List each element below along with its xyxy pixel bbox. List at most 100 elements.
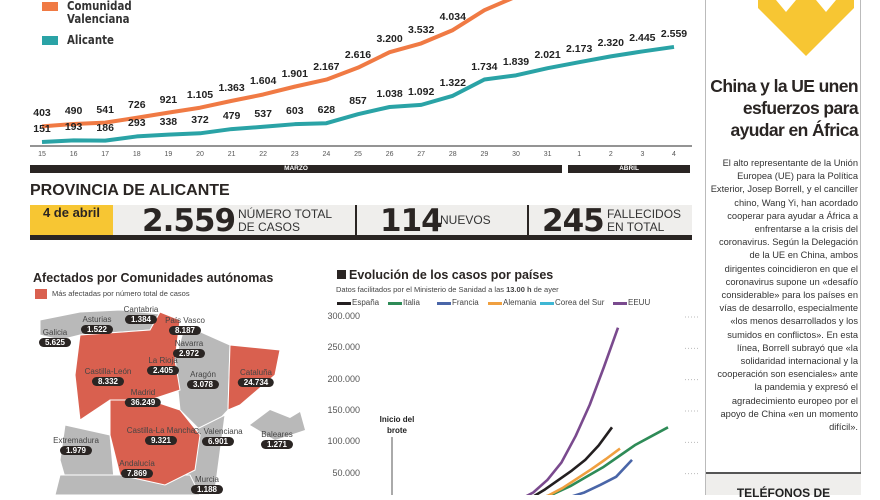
data-label: 628 xyxy=(317,104,336,117)
x-tick-label: 20 xyxy=(196,151,204,158)
legend-swatch-0 xyxy=(337,302,351,305)
x-tick-label: 16 xyxy=(69,151,78,158)
data-label: 372 xyxy=(191,114,209,127)
series-line-Italia xyxy=(546,426,669,495)
province-stats-bar: 4 de abril 2.559 NÚMERO TOTAL DE CASOS 1… xyxy=(30,203,692,240)
region-cataluna xyxy=(227,344,281,411)
region-value: 36.249 xyxy=(124,398,162,407)
y-tick-label: 200.000 xyxy=(327,373,360,384)
region-value: 8.332 xyxy=(91,377,125,386)
data-label: 4.034 xyxy=(439,11,466,24)
data-label: 2.616 xyxy=(344,48,372,61)
region-name: Castilla-León xyxy=(84,367,132,376)
countries-chart-title: Evolución de los casos por países xyxy=(337,268,553,282)
series-line-alicante xyxy=(41,44,675,145)
region-name: La Rioja xyxy=(148,356,178,365)
x-tick-label: 25 xyxy=(354,151,362,158)
data-label: 2.445 xyxy=(629,32,656,45)
data-label: 603 xyxy=(286,105,304,118)
data-label: 338 xyxy=(159,115,178,128)
legend-swatch-alicante xyxy=(42,36,58,45)
province-title: PROVINCIA DE ALICANTE xyxy=(30,182,230,199)
region-name: C. Valenciana xyxy=(193,427,243,436)
series-line-Alemania xyxy=(545,447,621,495)
region-value: 7.869 xyxy=(120,469,154,478)
region-value: 1.271 xyxy=(260,440,294,449)
data-label: 186 xyxy=(96,121,114,134)
region-value: 8.187 xyxy=(168,326,202,335)
region-value: 24.734 xyxy=(237,378,275,387)
arrow-down-icon xyxy=(758,0,854,56)
map-legend-swatch xyxy=(35,289,47,299)
x-tick-label: 31 xyxy=(543,151,552,158)
legend-label-valenciana: Comunidad Valenciana xyxy=(67,0,132,26)
region-value: 3.078 xyxy=(186,380,220,389)
divider xyxy=(527,205,529,235)
y-tick-label: 100.000 xyxy=(327,436,360,447)
data-label: 921 xyxy=(159,93,178,106)
subtitle-pre: Datos facilitados por el Ministerio de S… xyxy=(336,285,507,294)
x-tick-label: 24 xyxy=(322,151,331,158)
data-label: 1.092 xyxy=(408,85,435,98)
countries-chart-plot xyxy=(391,316,700,495)
region-name: Asturias xyxy=(82,315,112,324)
series-line-EEUU xyxy=(525,327,620,495)
legend-label-alicante: Alicante xyxy=(67,33,114,47)
legend-label: Corea del Sur xyxy=(555,298,605,307)
legend-label: España xyxy=(352,298,380,307)
region-name: Navarra xyxy=(174,339,204,348)
footer-box: TELÉFONOS DE xyxy=(706,472,861,500)
region-name: Murcia xyxy=(194,475,220,484)
region-name: Aragón xyxy=(190,370,216,379)
data-label: 2.021 xyxy=(534,49,561,62)
outbreak-annotation: Inicio del brote xyxy=(379,415,415,435)
data-label: 726 xyxy=(128,98,146,111)
legend-swatch-1 xyxy=(388,302,402,305)
map-title: Afectados por Comunidades autónomas xyxy=(33,271,274,285)
region-value: 1.188 xyxy=(190,485,224,494)
deaths-label: FALLECIDOS EN TOTAL xyxy=(607,207,682,234)
data-label: 4.784 xyxy=(471,0,497,3)
data-label: 2.559 xyxy=(660,27,688,40)
region-value: 9.321 xyxy=(144,436,178,445)
data-label: 2.320 xyxy=(597,37,624,50)
title-square-icon xyxy=(337,270,346,279)
x-tick-label: 15 xyxy=(38,151,46,158)
data-label: 2.167 xyxy=(313,60,340,73)
region-name: Andalucía xyxy=(119,459,155,468)
legend-swatch-valenciana xyxy=(42,2,58,11)
region-value: 2.972 xyxy=(172,349,206,358)
region-value: 6.901 xyxy=(201,437,235,446)
subtitle-bold: 13.00 h xyxy=(506,285,532,294)
region-name: Castilla-La Mancha xyxy=(126,426,196,435)
data-label: 490 xyxy=(64,105,83,117)
region-value: 1.384 xyxy=(124,315,158,324)
data-label: 1.839 xyxy=(502,56,530,69)
region-value: 5.625 xyxy=(38,338,72,347)
legend-label: Alemania xyxy=(503,298,537,307)
y-tick-label: 150.000 xyxy=(327,405,360,415)
y-tick-label: 50.000 xyxy=(332,467,360,478)
data-label: 1.363 xyxy=(218,81,245,94)
region-name: Baleares xyxy=(261,430,293,439)
legend-label: Italia xyxy=(403,298,420,307)
y-tick-label: 300.000 xyxy=(327,311,360,321)
month-bar-abril: ABRIL xyxy=(568,165,690,173)
legend-swatch-4 xyxy=(540,302,554,305)
data-label: 1.901 xyxy=(281,67,308,80)
x-tick-label: 4 xyxy=(672,151,676,158)
region-name: Cantabria xyxy=(123,305,159,314)
data-label: 537 xyxy=(254,107,272,120)
data-label: 403 xyxy=(33,107,51,120)
x-tick-label: 21 xyxy=(227,151,236,158)
region-value: 2.405 xyxy=(146,366,180,375)
countries-chart-subtitle: Datos facilitados por el Ministerio de S… xyxy=(336,285,559,294)
y-tick-label: 250.000 xyxy=(327,342,360,353)
legend-label: Francia xyxy=(452,298,479,307)
legend-swatch-5 xyxy=(613,302,627,305)
x-tick-label: 3 xyxy=(640,151,645,158)
x-tick-label: 26 xyxy=(385,151,394,158)
data-label: 1.734 xyxy=(471,60,498,73)
x-tick-label: 19 xyxy=(164,151,173,158)
article-headline: China y la UE unen esfuerzos para ayudar… xyxy=(710,76,858,140)
